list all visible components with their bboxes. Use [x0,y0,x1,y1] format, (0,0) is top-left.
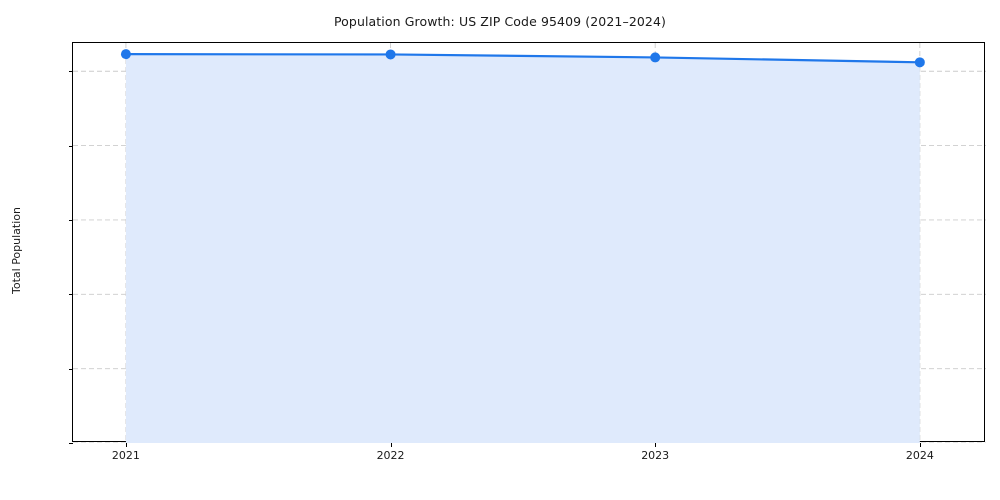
x-axis-tick-mark [390,443,392,447]
data-point-marker [385,49,396,60]
data-point-marker [914,57,925,68]
data-point-marker [120,49,131,60]
plot-area: 05,00010,00015,00020,00025,0002021202220… [69,42,986,462]
data-line-path [124,53,921,64]
y-axis-tick-mark [69,219,73,221]
data-point-markers-group [120,49,925,68]
x-axis-tick-label: 2022 [376,449,405,462]
data-point-marker [650,52,661,63]
y-axis-tick-mark [69,443,73,444]
x-axis-tick-label: 2021 [111,449,140,462]
x-axis-tick-label: 2024 [905,449,934,462]
chart-title: Population Growth: US ZIP Code 95409 (20… [333,14,667,29]
axis-tick-layer: 05,00010,00015,00020,00025,0002021202220… [69,43,984,462]
y-axis-label: Total Population [6,0,26,500]
y-axis-tick-mark [69,294,73,296]
chart-canvas [73,43,986,443]
x-axis-tick-mark [655,443,657,447]
y-axis-tick-mark [69,71,73,73]
y-axis-tick-mark [69,145,73,147]
y-axis-tick-mark [69,368,73,370]
x-axis-tick-mark [919,443,921,447]
area-fill-path [125,54,920,443]
x-axis-tick-label: 2023 [641,449,670,462]
x-axis-tick-mark [125,443,127,447]
y-axis-label-text: Total Population [9,206,23,294]
